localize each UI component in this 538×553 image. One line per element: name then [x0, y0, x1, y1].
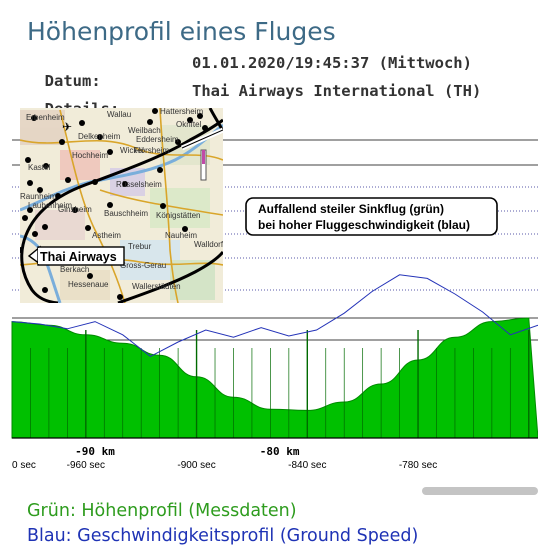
map-place-label: Trebur — [128, 242, 152, 251]
waypoint-dot — [97, 134, 103, 140]
altitude-area — [11, 317, 538, 439]
map-place-label: Wallerstädten — [132, 282, 181, 291]
annotation-line-2: bei hoher Fluggeschwindigkeit (blau) — [258, 218, 470, 232]
map-place-label: Hattersheim — [160, 107, 203, 116]
datum-value: 01.01.2020/19:45:37 (Mittwoch) — [192, 54, 472, 72]
sec-label: 0 sec — [12, 460, 36, 471]
map-place-label: Hessenaue — [68, 280, 109, 289]
altitude-profile-chart: ✈ Erbenheim Wallau Hattersheim Okriftel Weil… — [11, 107, 538, 471]
map-waypoints — [20, 108, 208, 300]
map-place-label: Gross-Gerau — [120, 261, 166, 270]
waypoint-dot — [25, 157, 31, 163]
map-place-label: Laubenheim — [28, 201, 72, 210]
annotation-line-1: Auffallend steiler Sinkflug (grün) — [258, 202, 444, 216]
waypoint-dot — [72, 207, 78, 213]
waypoint-dot — [152, 108, 158, 114]
waypoint-dot — [87, 273, 93, 279]
waypoint-dot — [107, 149, 113, 155]
map-place-label: Rüsselsheim — [116, 180, 162, 189]
map-place-label: Raunheim — [20, 192, 57, 201]
waypoint-dot — [32, 231, 38, 237]
waypoint-dot — [157, 167, 163, 173]
waypoint-dot — [182, 226, 188, 232]
waypoint-dot — [147, 119, 153, 125]
map-place-label: Hochheim — [72, 151, 108, 160]
waypoint-dot — [160, 203, 166, 209]
callout-label: Thai Airways — [40, 250, 117, 264]
map-place-labels: Erbenheim Wallau Hattersheim Okriftel Weilba… — [20, 107, 224, 291]
waypoint-dot — [85, 225, 91, 231]
annotation-box: Auffallend steiler Sinkflug (grün) bei h… — [245, 197, 498, 236]
waypoint-dot — [187, 117, 193, 123]
map-place-label: Delkenheim — [78, 132, 121, 141]
waypoint-dot — [79, 120, 85, 126]
waypoint-dot — [22, 215, 28, 221]
waypoint-dot — [59, 139, 65, 145]
horizontal-scrollbar[interactable] — [422, 487, 538, 495]
waypoint-dot — [27, 180, 33, 186]
map-place-label: Erbenheim — [26, 113, 65, 122]
sec-label: -840 sec — [288, 460, 326, 471]
map-place-label: Weilbach — [128, 126, 161, 135]
map-place-label: Kastel — [28, 163, 50, 172]
waypoint-dot — [55, 193, 61, 199]
map-place-label: Okriftel — [176, 120, 202, 129]
details-row: Details: Thai Airways International (TH) — [26, 82, 482, 136]
waypoint-dot — [31, 115, 37, 121]
waypoint-dot — [42, 287, 48, 293]
map-place-label: Eddersheim — [136, 135, 179, 144]
waypoint-dot — [197, 113, 203, 119]
waypoint-dot — [27, 207, 33, 213]
waypoint-dot — [20, 247, 23, 253]
altitude-tick-lines — [30, 330, 530, 438]
map-place-label: Walldorf — [194, 240, 224, 249]
waypoint-dot — [42, 224, 48, 230]
legend-green: Grün: Höhenprofil (Messdaten) — [27, 501, 297, 521]
x-axis-sec-labels: 0 sec -960 sec -900 sec -840 sec -780 sec — [12, 460, 437, 471]
waypoint-dot — [175, 139, 181, 145]
waypoint-dot — [117, 294, 123, 300]
map-inset: ✈ Erbenheim Wallau Hattersheim Okriftel Weil… — [20, 107, 224, 303]
details-value: Thai Airways International (TH) — [192, 82, 482, 100]
datum-label: Datum: — [44, 72, 101, 90]
x-axis-km-labels: -90 km -80 km — [75, 445, 300, 458]
km-label: -80 km — [260, 445, 300, 458]
thai-airways-callout: Thai Airways — [27, 245, 125, 266]
legend-blue: Blau: Geschwindigkeitsprofil (Ground Spe… — [27, 526, 419, 546]
map-place-label: Wicker — [120, 146, 145, 155]
flight-track-return — [117, 251, 223, 303]
map-place-label: Bauschheim — [104, 209, 148, 218]
map-place-label: Ginsheim — [58, 205, 92, 214]
waypoint-dot — [122, 181, 128, 187]
sec-label: -960 sec — [67, 460, 105, 471]
page-title: Höhenprofil eines Fluges — [27, 17, 336, 46]
speed-line — [11, 274, 538, 357]
waypoint-dot — [43, 163, 49, 169]
map-place-label: Wallau — [107, 110, 131, 119]
waypoint-dot — [202, 125, 208, 131]
map-place-label: Berkach — [60, 265, 89, 274]
waypoint-dot — [37, 187, 43, 193]
map-place-label: Königstätten — [156, 211, 200, 220]
map-place-label: Astheim — [92, 231, 121, 240]
waypoint-dot — [92, 179, 98, 185]
sec-label: -780 sec — [399, 460, 437, 471]
waypoint-dot — [107, 202, 113, 208]
waypoint-dot — [65, 177, 71, 183]
datum-row: Datum: 01.01.2020/19:45:37 (Mittwoch) — [26, 54, 472, 108]
sec-label: -900 sec — [177, 460, 215, 471]
airplane-icon: ✈ — [62, 120, 72, 134]
river-main — [20, 123, 223, 212]
map-place-label: Nauheim — [165, 231, 197, 240]
map-place-label: Flörsheim — [134, 146, 169, 155]
km-label: -90 km — [75, 445, 115, 458]
